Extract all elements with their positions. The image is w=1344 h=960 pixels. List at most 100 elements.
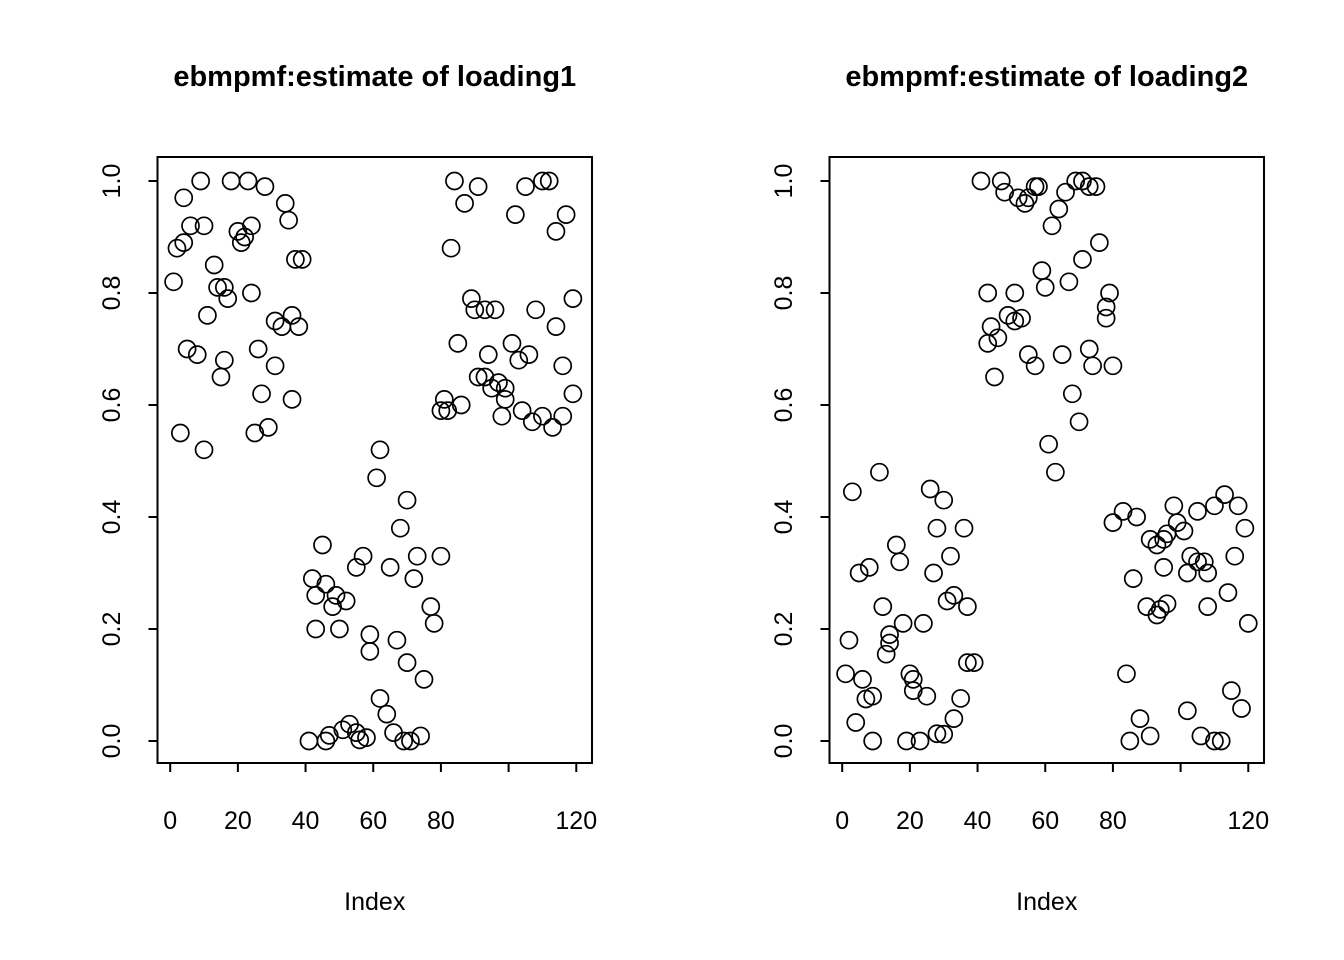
data-point [539, 171, 559, 191]
data-point [478, 345, 498, 364]
data-point [424, 614, 444, 633]
data-point [519, 345, 539, 364]
data-point [431, 401, 451, 420]
chart-loading2: ebmpmf:estimate of loading2 0 20 40 60 80 120 0… [770, 61, 1269, 916]
data-point [1035, 278, 1055, 297]
data-point [174, 188, 194, 208]
data-point [292, 250, 312, 269]
data-point [282, 306, 302, 325]
data-point [1066, 171, 1086, 191]
data-point [944, 586, 964, 605]
data-point [214, 350, 234, 370]
data-point [1130, 709, 1150, 728]
plot-box [828, 156, 1265, 764]
data-point [1198, 597, 1218, 616]
data-point [988, 328, 1008, 348]
data-point [238, 171, 258, 191]
data-point [1103, 356, 1123, 376]
data-point [1062, 384, 1082, 404]
data-point [522, 412, 542, 432]
data-point [985, 367, 1004, 387]
y-tick-label: 0.0 [98, 724, 126, 759]
data-point [1225, 546, 1245, 566]
x-tick-label: 60 [1031, 807, 1059, 835]
data-point [1103, 513, 1123, 532]
data-point [377, 704, 397, 724]
x-tick-label: 80 [427, 807, 455, 835]
y-tick-label: 1.0 [770, 164, 798, 199]
data-point [482, 378, 502, 398]
y-tick-label: 0.2 [770, 612, 798, 647]
data-point [475, 300, 495, 320]
data-point [849, 563, 869, 583]
data-point [1147, 535, 1167, 555]
data-point [1205, 731, 1224, 751]
x-tick-label: 120 [1227, 807, 1269, 835]
data-point [468, 367, 488, 387]
data-point [462, 289, 481, 308]
data-point [275, 194, 295, 213]
data-point [1222, 681, 1241, 700]
x-tick-label: 20 [224, 807, 252, 835]
data-point [218, 289, 238, 308]
data-point [316, 574, 336, 594]
data-point [198, 306, 217, 325]
data-point [1191, 726, 1211, 746]
data-point [485, 300, 505, 320]
data-point [306, 586, 326, 605]
data-point [330, 619, 349, 639]
data-point [1178, 701, 1197, 721]
data-point [1086, 177, 1106, 196]
data-point [174, 233, 194, 252]
data-point [951, 689, 970, 708]
x-axis-label: Index [344, 888, 406, 916]
data-point [289, 317, 309, 336]
data-point [282, 390, 302, 409]
data-point [903, 670, 923, 689]
data-point [1154, 530, 1174, 549]
x-tick-label: 80 [1099, 807, 1127, 835]
data-point [839, 630, 859, 650]
data-point [384, 723, 403, 742]
data-point [438, 401, 458, 420]
data-point [893, 614, 913, 633]
data-point [434, 390, 454, 409]
data-point [448, 334, 468, 353]
data-point [563, 289, 583, 308]
data-point [516, 177, 535, 196]
data-point [971, 171, 991, 191]
data-point [526, 300, 546, 320]
data-point [1096, 297, 1116, 317]
data-point [1164, 496, 1184, 516]
data-point [506, 205, 525, 224]
data-point [1059, 272, 1079, 292]
data-point [1211, 731, 1231, 751]
data-point [1218, 583, 1238, 602]
data-point [914, 614, 933, 633]
data-point [171, 423, 190, 443]
data-point [495, 378, 515, 398]
data-point [194, 440, 214, 460]
data-point [873, 597, 893, 616]
data-point [492, 406, 512, 426]
data-point [489, 373, 508, 392]
x-tick-label: 40 [964, 807, 992, 835]
data-point [211, 367, 231, 387]
data-point [1073, 171, 1092, 191]
data-point [235, 227, 254, 247]
data-point [846, 713, 866, 732]
data-point [843, 482, 862, 502]
data-point [1090, 233, 1109, 252]
data-point [1096, 308, 1116, 328]
data-point [370, 689, 390, 708]
data-point [360, 625, 380, 644]
data-point [397, 653, 417, 672]
data-point [533, 171, 552, 191]
data-point [1052, 345, 1072, 364]
data-point [1198, 563, 1218, 583]
data-point [353, 546, 373, 566]
data-point [880, 633, 899, 653]
data-point [245, 423, 265, 443]
y-tick-label: 0.6 [98, 388, 126, 423]
